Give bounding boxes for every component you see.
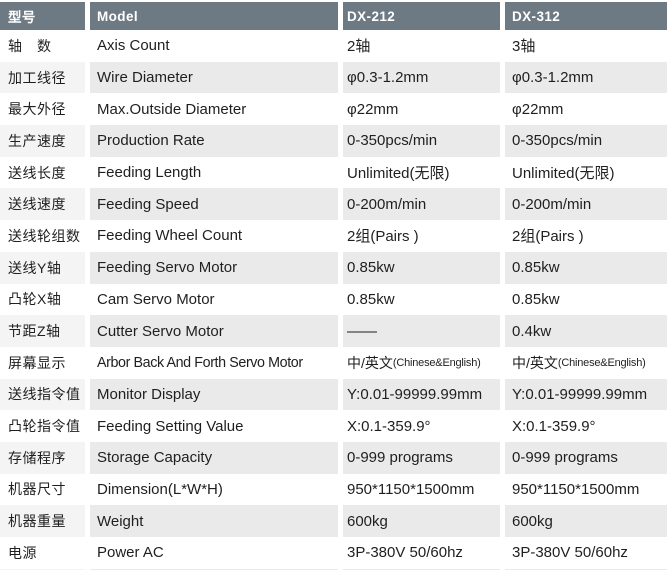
- spec-label-en: Wire Diameter: [90, 61, 338, 94]
- spec-label-cn: 屏幕显示: [8, 354, 66, 371]
- spec-value-dx312: φ22mm: [512, 100, 564, 118]
- spec-value-dx312: 600kg: [505, 505, 667, 537]
- spec-label-en: Feeding Length: [97, 164, 202, 182]
- spec-label-en: Arbor Back And Forth Servo Motor: [97, 354, 303, 371]
- spec-value-dx312: Y:0.01-99999.99mm: [505, 378, 667, 411]
- spec-value-dx312: 0-350pcs/min: [505, 125, 667, 157]
- spec-label-en: Dimension(L*W*H): [97, 480, 223, 498]
- table-row: 最大外径 Max.Outside Diameter φ22mm φ22mm: [0, 93, 667, 125]
- table-row: 送线Y轴 Feeding Servo Motor 0.85kw 0.85kw: [0, 251, 667, 284]
- table-row: 存储程序 Storage Capacity 0-999 programs 0-999 …: [0, 441, 667, 474]
- spec-value-dx312: 中/英文 (Chinese&English): [512, 354, 646, 371]
- spec-label-en: Axis Count: [97, 37, 170, 55]
- spec-value-dx212: 2轴: [347, 38, 371, 56]
- table-row: 送线长度 Feeding Length Unlimited(无限) Unlimited…: [0, 157, 667, 189]
- spec-value-dx312: 0.85kw: [512, 290, 560, 308]
- spec-value-dx212: Unlimited(无限): [347, 165, 450, 183]
- spec-label-en: Production Rate: [90, 125, 338, 157]
- spec-label-en: Weight: [90, 505, 338, 537]
- table-row: 电源 Power AC 3P-380V 50/60hz 3P-380V 50/60hz: [0, 537, 667, 569]
- spec-value-dx212: φ0.3-1.2mm: [343, 61, 500, 94]
- table-body: 轴 数 Axis Count 2轴 3轴 加工线径 Wire Diameter φ0.3-1…: [0, 30, 667, 569]
- spec-value-dx212: 3P-380V 50/60hz: [347, 544, 463, 562]
- spec-label-cn: 机器重量: [0, 505, 85, 537]
- spec-label-cn: 轴 数: [8, 37, 52, 54]
- spec-value-dx212: 0.85kw: [347, 290, 395, 308]
- spec-value-dx312: φ0.3-1.2mm: [505, 61, 667, 94]
- spec-value-dx212: 600kg: [343, 505, 500, 537]
- table-row: 凸轮X轴 Cam Servo Motor 0.85kw 0.85kw: [0, 284, 667, 316]
- spec-value-dx312: 3P-380V 50/60hz: [512, 544, 628, 562]
- spec-value-dx312: 0.4kw: [505, 315, 667, 347]
- header-model-cn: 型号: [0, 2, 85, 30]
- spec-value-dx212: Y:0.01-99999.99mm: [343, 378, 500, 411]
- spec-label-en: Power AC: [97, 544, 164, 562]
- spec-label-en: Max.Outside Diameter: [97, 100, 247, 118]
- spec-label-en: Cutter Servo Motor: [90, 315, 338, 347]
- spec-label-cn: 送线指令值: [0, 378, 85, 411]
- spec-label-cn: 生产速度: [0, 125, 85, 157]
- spec-value-dx212: 0-200m/min: [343, 188, 500, 221]
- table-row-clipped: [0, 568, 667, 570]
- table-row: 轴 数 Axis Count 2轴 3轴: [0, 30, 667, 62]
- spec-label-cn: 送线长度: [8, 164, 66, 181]
- spec-label-cn: 节距Z轴: [0, 315, 85, 347]
- spec-value-dx312: 2组(Pairs ): [512, 228, 584, 246]
- spec-value-dx212: 0-999 programs: [343, 441, 500, 474]
- table-row: 送线速度 Feeding Speed 0-200m/min 0-200m/min: [0, 188, 667, 221]
- header-dx312: DX-312: [505, 2, 667, 30]
- table-row: 送线轮组数 Feeding Wheel Count 2组(Pairs ) 2组(Pai…: [0, 220, 667, 252]
- spec-value-dx212: 0-350pcs/min: [343, 125, 500, 157]
- spec-value-dx212: ——: [343, 315, 500, 347]
- spec-label-en: Monitor Display: [90, 378, 338, 411]
- table-row: 生产速度 Production Rate 0-350pcs/min 0-350pcs/…: [0, 125, 667, 157]
- spec-label-cn: 存储程序: [0, 441, 85, 474]
- spec-value-dx312: 0.85kw: [505, 251, 667, 284]
- spec-label-en: Cam Servo Motor: [97, 290, 215, 308]
- spec-value-dx212: 中/英文 (Chinese&English): [347, 354, 481, 371]
- spec-label-cn: 电源: [8, 544, 37, 561]
- header-dx212: DX-212: [343, 2, 500, 30]
- spec-label-cn: 凸轮指令值: [8, 418, 81, 435]
- spec-label-en: Storage Capacity: [90, 441, 338, 474]
- spec-label-cn: 机器尺寸: [8, 481, 66, 498]
- spec-label-cn: 最大外径: [8, 101, 66, 118]
- table-header-row: 型号 Model DX-212 DX-312: [0, 2, 667, 30]
- table-row: 机器尺寸 Dimension(L*W*H) 950*1150*1500mm 950*1…: [0, 474, 667, 506]
- spec-value-dx212: 2组(Pairs ): [347, 228, 419, 246]
- spec-label-en: Feeding Wheel Count: [97, 227, 243, 245]
- spec-value-dx312: Unlimited(无限): [512, 165, 615, 183]
- spec-value-dx312: 0-200m/min: [505, 188, 667, 221]
- spec-label-cn: 送线速度: [0, 188, 85, 221]
- table-row: 加工线径 Wire Diameter φ0.3-1.2mm φ0.3-1.2mm: [0, 61, 667, 94]
- table-row: 节距Z轴 Cutter Servo Motor —— 0.4kw: [0, 315, 667, 347]
- spec-label-cn: 加工线径: [0, 61, 85, 94]
- spec-value-dx312: 0-999 programs: [505, 441, 667, 474]
- header-model-en: Model: [90, 2, 338, 30]
- spec-value-dx212: 950*1150*1500mm: [347, 480, 475, 498]
- spec-value-dx212: 0.85kw: [343, 251, 500, 284]
- spec-label-cn: 凸轮X轴: [8, 291, 62, 308]
- spec-value-dx312: 950*1150*1500mm: [512, 480, 640, 498]
- spec-label-en: Feeding Setting Value: [97, 417, 244, 435]
- spec-label-cn: 送线Y轴: [0, 251, 85, 284]
- table-row: 机器重量 Weight 600kg 600kg: [0, 505, 667, 537]
- spec-value-dx212: X:0.1-359.9°: [347, 417, 431, 435]
- table-row: 凸轮指令值 Feeding Setting Value X:0.1-359.9° X:…: [0, 410, 667, 442]
- spec-value-dx312: 3轴: [512, 38, 536, 56]
- spec-label-en: Feeding Speed: [90, 188, 338, 221]
- table-row: 屏幕显示 Arbor Back And Forth Servo Motor 中/英文…: [0, 347, 667, 379]
- spec-label-cn: 送线轮组数: [8, 227, 81, 244]
- table-row: 送线指令值 Monitor Display Y:0.01-99999.99mm Y:0…: [0, 378, 667, 411]
- spec-label-en: Feeding Servo Motor: [90, 251, 338, 284]
- spec-value-dx312: X:0.1-359.9°: [512, 417, 596, 435]
- spec-value-dx212: φ22mm: [347, 100, 399, 118]
